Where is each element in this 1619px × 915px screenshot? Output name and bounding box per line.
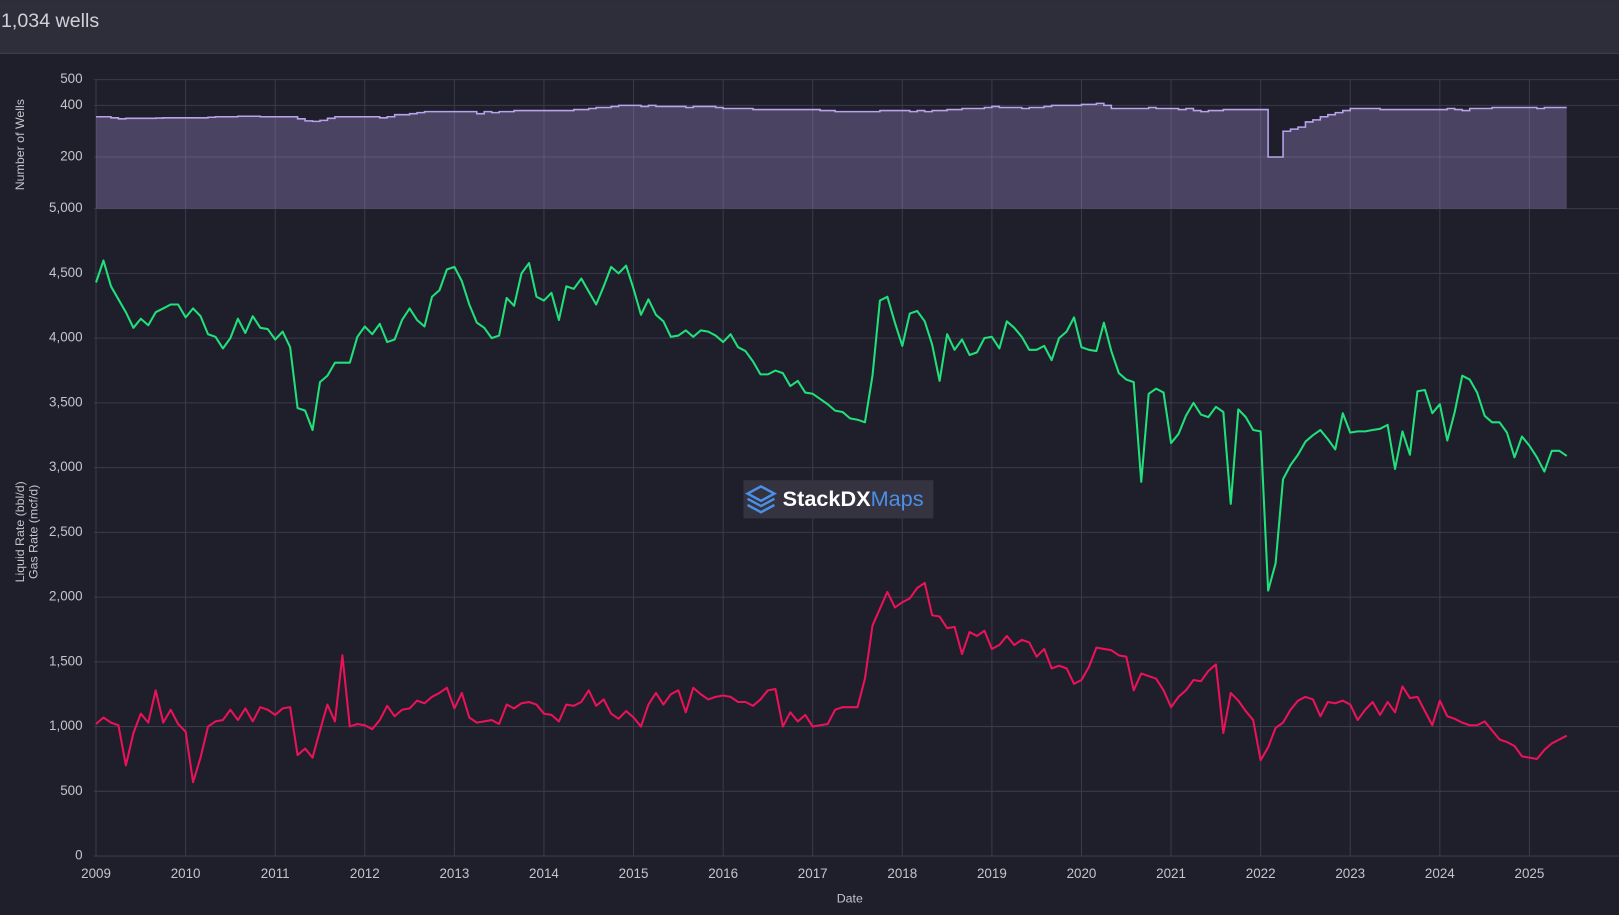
x-tick-label: 2013 <box>439 866 469 881</box>
x-tick-label: 2011 <box>261 866 290 881</box>
y2-tick-label: 200 <box>60 149 82 164</box>
y-axis-title: Liquid Rate (bbl/d) <box>13 481 27 582</box>
x-tick-label: 2024 <box>1425 866 1455 881</box>
x-tick-label: 2010 <box>171 866 201 881</box>
x-tick-label: 2009 <box>81 866 111 881</box>
header-bar <box>0 0 1619 53</box>
rate-line <box>95 581 1568 784</box>
x-tick-label: 2012 <box>350 866 380 881</box>
watermark-brand-text: StackDX <box>783 486 871 511</box>
y-tick-label: 4,000 <box>49 330 83 345</box>
x-tick-label: 2025 <box>1514 866 1544 881</box>
x-axis-title: Date <box>837 892 863 906</box>
x-tick-label: 2021 <box>1156 866 1186 881</box>
x-tick-label: 2017 <box>798 866 828 881</box>
y-tick-label: 2,000 <box>49 589 83 604</box>
y-axis-title: Gas Rate (mcf/d) <box>26 485 40 579</box>
plot: 0 500 1,000 1,500 2,000 2,500 3,000 3,500 4,000 4… <box>13 71 1619 906</box>
wells-line <box>96 102 1567 158</box>
x-tick-label: 2022 <box>1246 866 1276 881</box>
watermark: StackDXMaps <box>743 480 934 519</box>
y2-tick-label: 400 <box>60 97 82 112</box>
y-tick-label: 5,000 <box>49 200 83 215</box>
x-tick-label: 2020 <box>1067 866 1097 881</box>
rate-line <box>95 259 1568 592</box>
y-tick-label: 3,500 <box>49 394 83 409</box>
y-tick-label: 1,000 <box>49 718 83 733</box>
watermark-box <box>743 480 934 519</box>
x-tick-label: 2016 <box>708 866 738 881</box>
x-tick-label: 2014 <box>529 866 559 881</box>
x-tick-label: 2015 <box>619 866 649 881</box>
wells-area <box>96 103 1567 209</box>
header-title: 1,034 wells <box>1 10 99 32</box>
y-tick-label: 1,500 <box>49 653 83 668</box>
x-tick-label: 2023 <box>1335 866 1365 881</box>
y-tick-label: 500 <box>60 783 82 798</box>
y-tick-label: 0 <box>75 848 82 863</box>
y-tick-label: 2,500 <box>49 524 83 539</box>
x-tick-label: 2018 <box>887 866 917 881</box>
y-tick-label: 3,000 <box>49 459 83 474</box>
watermark-brand: StackDXMaps <box>783 486 924 511</box>
y2-tick-label: 500 <box>60 71 82 86</box>
y2-axis-title: Number of Wells <box>13 99 27 190</box>
watermark-logo <box>744 485 778 514</box>
x-tick-label: 2019 <box>977 866 1007 881</box>
y-tick-label: 4,500 <box>49 265 83 280</box>
watermark-product: Maps <box>871 486 924 511</box>
